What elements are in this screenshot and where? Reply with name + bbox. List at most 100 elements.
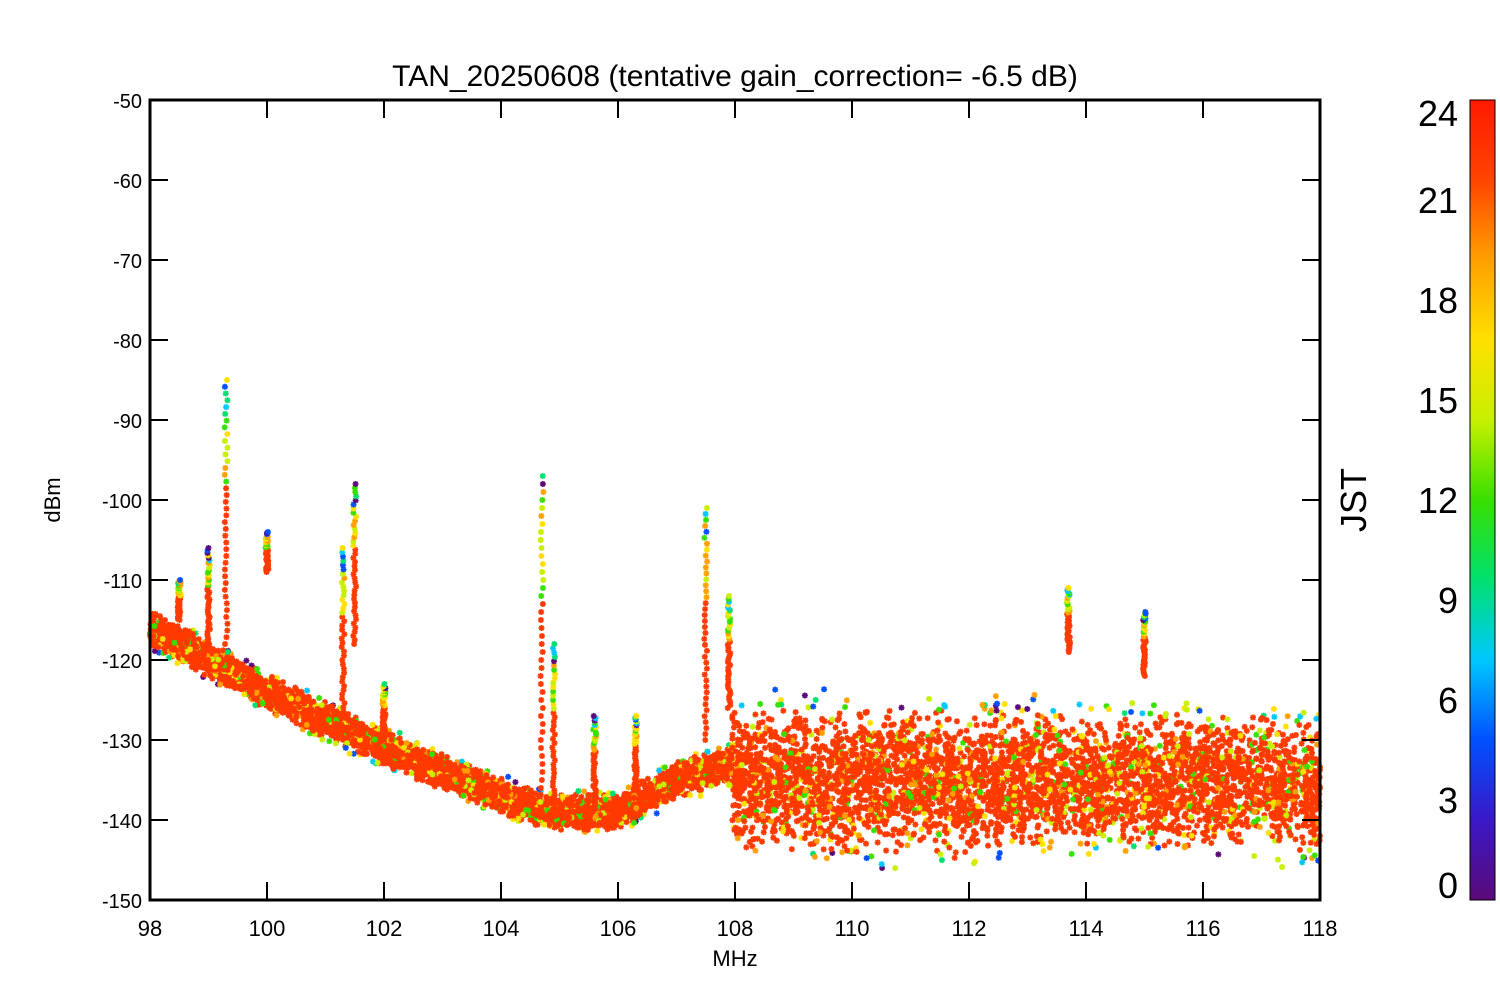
data-point xyxy=(741,728,748,735)
data-point xyxy=(1084,814,1091,821)
data-point xyxy=(1253,746,1260,753)
data-point xyxy=(1181,739,1188,746)
data-point xyxy=(1038,759,1045,766)
data-point xyxy=(884,743,891,750)
data-point xyxy=(1241,803,1248,810)
data-point xyxy=(730,802,737,809)
data-point xyxy=(447,759,454,766)
data-point xyxy=(749,723,756,730)
data-point xyxy=(895,741,902,748)
data-point xyxy=(764,771,771,778)
data-point xyxy=(1274,731,1281,738)
data-point xyxy=(734,758,741,765)
data-point xyxy=(1126,838,1133,845)
data-point xyxy=(805,727,812,734)
data-point xyxy=(839,849,846,856)
data-point xyxy=(458,758,465,765)
data-point xyxy=(396,729,403,736)
data-point xyxy=(804,755,811,762)
data-point xyxy=(1054,812,1061,819)
data-point xyxy=(970,833,977,840)
data-point xyxy=(1226,753,1233,760)
data-point xyxy=(248,662,255,669)
data-point xyxy=(1287,811,1294,818)
data-point xyxy=(730,786,737,793)
data-point xyxy=(1287,832,1294,839)
data-point xyxy=(510,816,517,823)
data-point xyxy=(946,788,953,795)
data-point xyxy=(425,771,432,778)
data-point xyxy=(489,803,496,810)
data-point xyxy=(872,756,879,763)
data-point xyxy=(1049,732,1056,739)
data-point xyxy=(937,851,944,858)
data-point xyxy=(800,764,807,771)
data-point xyxy=(710,762,717,769)
data-point xyxy=(1135,766,1142,773)
data-point xyxy=(978,733,985,740)
data-point xyxy=(1315,815,1322,822)
data-point xyxy=(386,727,393,734)
data-point xyxy=(1248,795,1255,802)
data-point xyxy=(1253,731,1260,738)
data-point xyxy=(1034,838,1041,845)
data-point xyxy=(169,622,176,629)
data-point xyxy=(983,772,990,779)
data-point xyxy=(800,726,807,733)
data-point xyxy=(813,830,820,837)
data-point xyxy=(809,788,816,795)
data-point xyxy=(785,784,792,791)
data-point xyxy=(1300,854,1307,861)
data-point xyxy=(1030,784,1037,791)
data-point xyxy=(874,824,881,831)
data-point xyxy=(832,724,839,731)
data-point xyxy=(764,798,771,805)
data-point xyxy=(160,650,167,657)
data-point xyxy=(1042,716,1049,723)
data-point xyxy=(984,758,991,765)
data-point xyxy=(1200,807,1207,814)
data-point xyxy=(912,746,919,753)
data-point xyxy=(841,721,848,728)
data-point xyxy=(960,768,967,775)
data-point xyxy=(951,854,958,861)
data-point xyxy=(692,750,699,757)
data-point xyxy=(775,815,782,822)
data-point xyxy=(994,796,1001,803)
data-point xyxy=(323,726,330,733)
data-point xyxy=(932,837,939,844)
data-point xyxy=(1151,745,1158,752)
data-point xyxy=(1309,855,1316,862)
data-point xyxy=(688,757,695,764)
data-point xyxy=(274,674,281,681)
data-point xyxy=(1208,824,1215,831)
data-point xyxy=(995,758,1002,765)
data-point xyxy=(1128,835,1135,842)
data-point xyxy=(991,722,998,729)
data-point xyxy=(1056,747,1063,754)
data-point xyxy=(1057,729,1064,736)
data-point xyxy=(1246,754,1253,761)
data-point xyxy=(1302,773,1309,780)
data-point xyxy=(992,832,999,839)
data-point xyxy=(840,743,847,750)
data-point xyxy=(1146,817,1153,824)
data-point xyxy=(1185,816,1192,823)
data-point xyxy=(892,865,899,872)
data-point xyxy=(964,819,971,826)
data-point xyxy=(957,758,964,765)
data-point xyxy=(769,756,776,763)
data-point xyxy=(734,835,741,842)
data-point xyxy=(829,849,836,856)
data-point xyxy=(1050,742,1057,749)
data-point xyxy=(606,790,613,797)
data-point xyxy=(746,812,753,819)
data-point xyxy=(761,787,768,794)
data-point xyxy=(1029,777,1036,784)
data-point xyxy=(642,804,649,811)
data-point xyxy=(1128,763,1135,770)
data-point xyxy=(984,832,991,839)
data-point xyxy=(1276,828,1283,835)
data-point xyxy=(965,787,972,794)
data-point xyxy=(376,755,383,762)
